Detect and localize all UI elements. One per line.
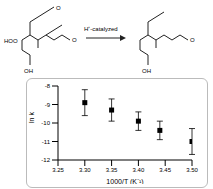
svg-text:OH: OH [24, 68, 33, 74]
svg-text:1000/T (K⁻¹): 1000/T (K⁻¹) [106, 178, 143, 184]
svg-text:ln k: ln k [28, 112, 35, 123]
svg-text:H⁺-catalyzed: H⁺-catalyzed [84, 26, 118, 32]
svg-text:3.35: 3.35 [106, 167, 118, 173]
svg-text:-10: -10 [41, 120, 50, 126]
svg-text:3.45: 3.45 [159, 167, 171, 173]
svg-text:O: O [72, 37, 77, 43]
svg-text:-8: -8 [45, 83, 51, 89]
svg-text:-9: -9 [45, 102, 51, 108]
svg-text:3.30: 3.30 [79, 167, 91, 173]
svg-text:-11: -11 [42, 139, 51, 145]
svg-text:O: O [56, 5, 61, 11]
svg-text:HOO: HOO [8, 38, 18, 44]
svg-text:O: O [190, 37, 195, 43]
svg-text:-12: -12 [41, 157, 50, 163]
svg-text:3.40: 3.40 [133, 167, 145, 173]
svg-text:3.50: 3.50 [186, 167, 198, 173]
svg-text:3.25: 3.25 [52, 167, 64, 173]
svg-text:OH: OH [142, 68, 151, 74]
